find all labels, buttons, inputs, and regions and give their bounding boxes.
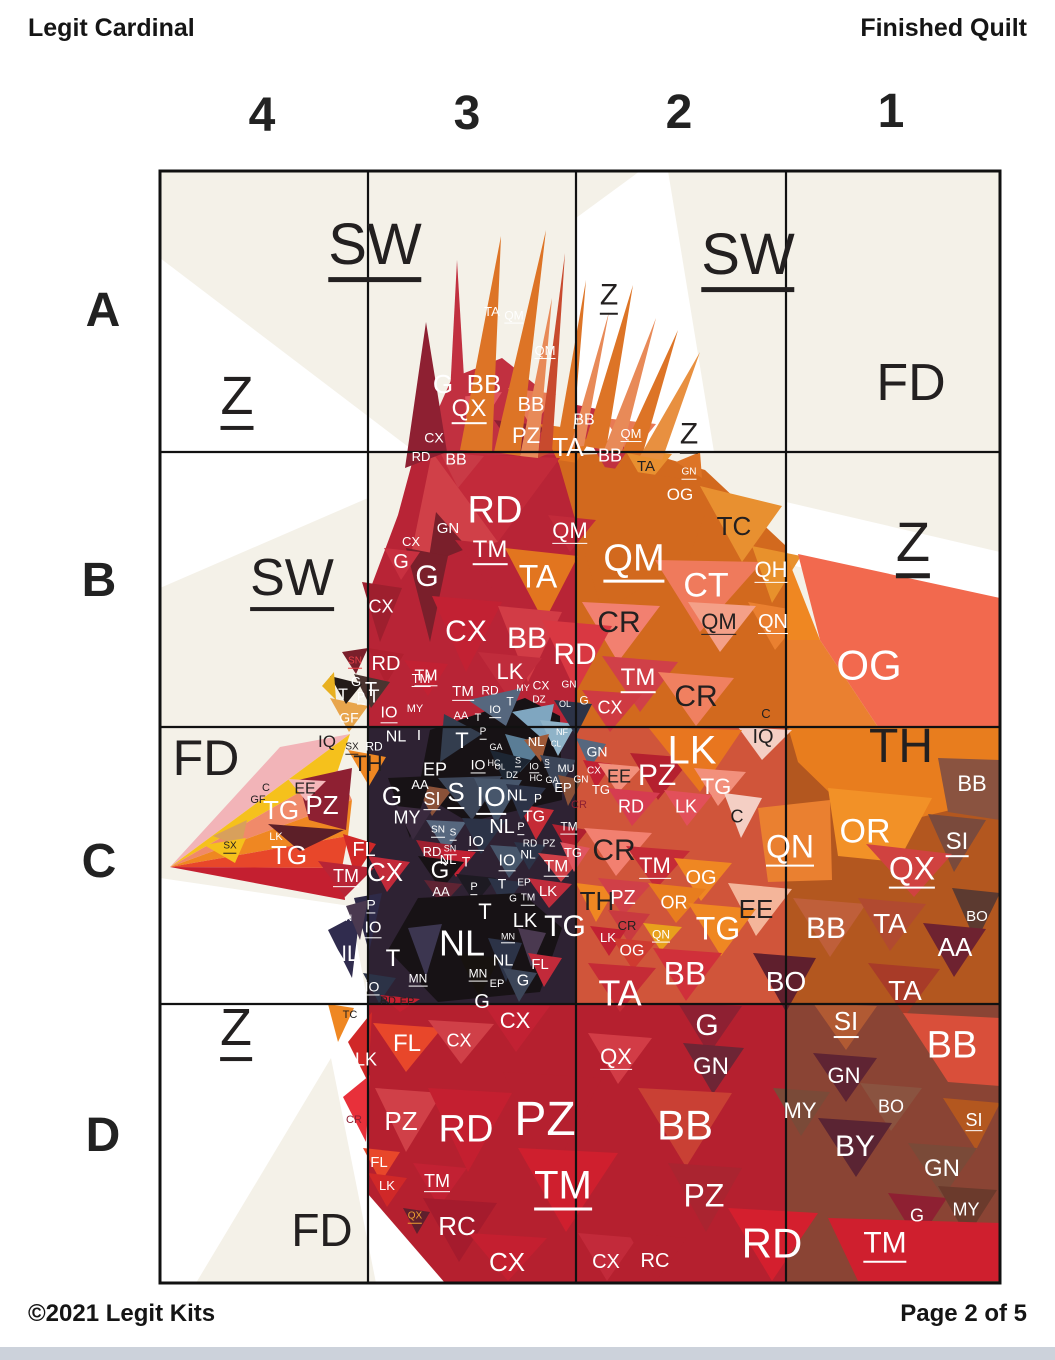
crest-and-wing-spikes [328,230,700,1142]
row-label-A: A [85,284,121,337]
window-edge [0,1347,1055,1360]
grid-lines [158,169,1002,1285]
column-label-4: 4 [248,89,276,142]
column-label-1: 1 [877,85,905,138]
row-label-D: D [85,1109,121,1162]
copyright: ©2021 Legit Kits [28,1300,216,1327]
page-number: Page 2 of 5 [900,1300,1027,1327]
row-label-C: C [81,835,117,888]
column-label-3: 3 [453,87,481,140]
row-label-B: B [81,554,117,607]
column-label-2: 2 [665,86,693,139]
cardinal-pieces [170,358,1000,1281]
pattern-title: Legit Cardinal [28,14,195,42]
page-section-title: Finished Quilt [860,14,1027,42]
